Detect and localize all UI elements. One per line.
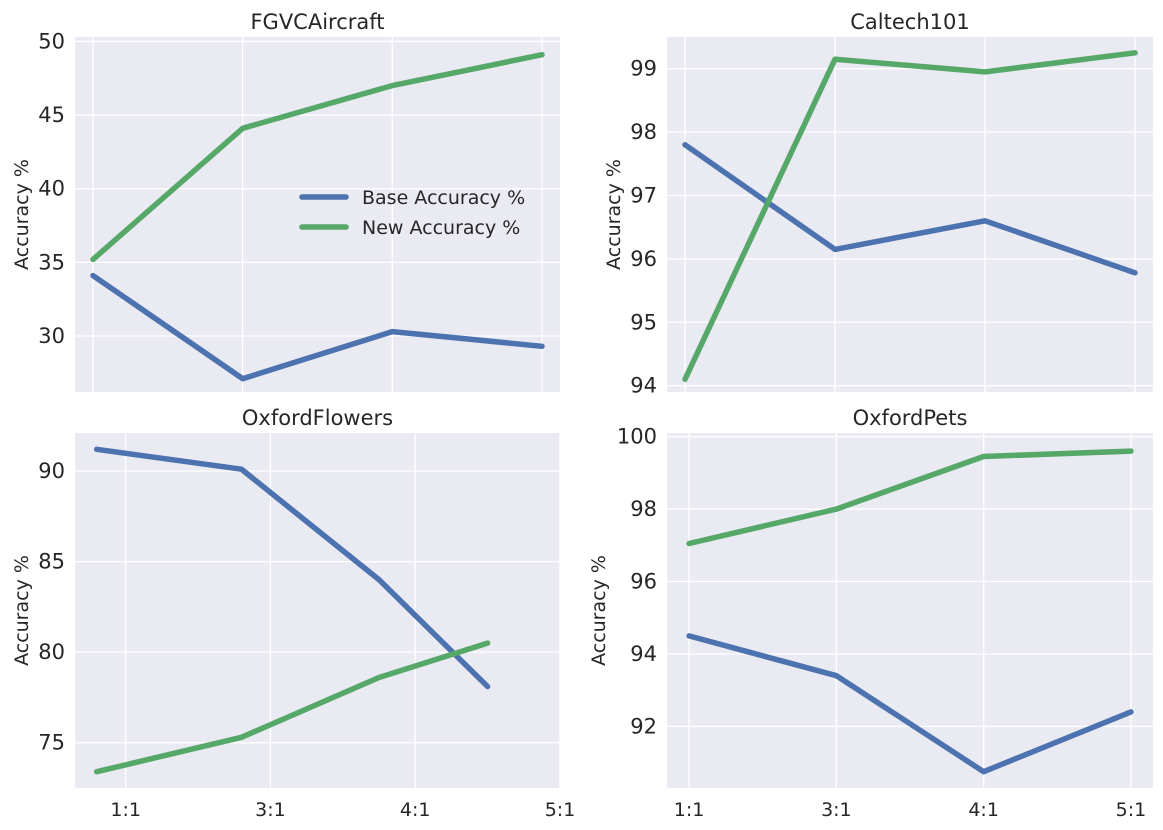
y-tick-label: 99 xyxy=(630,57,657,81)
y-tick-label: 85 xyxy=(38,550,65,574)
y-tick-label: 90 xyxy=(38,459,65,483)
plot-background xyxy=(75,37,560,392)
y-tick-label: 94 xyxy=(630,374,657,398)
x-tick-label: 3:1 xyxy=(821,799,852,821)
y-axis-label: Accuracy % xyxy=(11,159,33,270)
legend: Base Accuracy % New Accuracy % xyxy=(299,187,525,239)
y-tick-label: 100 xyxy=(617,425,657,449)
chart-title: Caltech101 xyxy=(850,10,969,34)
y-tick-label: 98 xyxy=(630,120,657,144)
subplot-1: 94 95 96 97 98 99 Caltech101 Accuracy % xyxy=(603,10,1153,398)
y-tick-label: 95 xyxy=(630,310,657,334)
x-tick-label: 5:1 xyxy=(545,799,576,821)
y-tick-label: 40 xyxy=(38,177,65,201)
y-tick-label: 92 xyxy=(630,714,657,738)
y-axis-label: Accuracy % xyxy=(11,555,33,666)
series-line-base xyxy=(682,142,1138,276)
y-tick-label: 96 xyxy=(630,247,657,271)
chart-title: FGVCAircraft xyxy=(250,10,384,34)
series-line-new xyxy=(682,50,1138,383)
y-tick-label: 96 xyxy=(630,570,657,594)
y-axis-label: Accuracy % xyxy=(588,555,610,666)
y-tick-label: 80 xyxy=(38,640,65,664)
y-axis-label: Accuracy % xyxy=(603,159,625,270)
plot-background xyxy=(667,37,1153,392)
series-line-new xyxy=(686,448,1134,547)
subplot-2: 75 80 85 90 1:1 3:1 4:1 5:1 OxfordFlowers Accurac… xyxy=(11,406,575,821)
y-tick-label: 50 xyxy=(38,29,65,53)
x-tick-label: 1:1 xyxy=(110,799,141,821)
plot-background xyxy=(75,433,560,788)
legend-label: New Accuracy % xyxy=(362,217,520,239)
x-tick-label: 1:1 xyxy=(674,799,705,821)
y-tick-label: 97 xyxy=(630,183,657,207)
series-line-base xyxy=(90,272,545,382)
subplot-grid: 30 35 40 45 50 FGVCAircraft Accuracy % Base Acc… xyxy=(11,10,1153,821)
legend-label: Base Accuracy % xyxy=(362,187,525,209)
x-tick-label: 4:1 xyxy=(400,799,431,821)
y-tick-label: 35 xyxy=(38,250,65,274)
y-tick-label: 94 xyxy=(630,642,657,666)
series-line-new xyxy=(93,640,491,775)
y-tick-label: 45 xyxy=(38,103,65,127)
series-line-base xyxy=(686,633,1134,775)
y-tick-label: 98 xyxy=(630,497,657,521)
plot-background xyxy=(667,433,1153,788)
series-line-new xyxy=(90,51,545,263)
subplot-0: 30 35 40 45 50 FGVCAircraft Accuracy % Base Acc… xyxy=(11,10,560,392)
series-line-base xyxy=(93,446,491,690)
x-tick-label: 5:1 xyxy=(1116,799,1147,821)
x-tick-label: 4:1 xyxy=(968,799,999,821)
subplot-3: 92 94 96 98 100 1:1 3:1 4:1 5:1 OxfordPets Accurac… xyxy=(588,406,1153,821)
y-tick-label: 75 xyxy=(38,731,65,755)
chart-title: OxfordFlowers xyxy=(242,406,393,430)
chart-title: OxfordPets xyxy=(853,406,968,430)
y-tick-label: 30 xyxy=(38,324,65,348)
x-tick-label: 3:1 xyxy=(255,799,286,821)
